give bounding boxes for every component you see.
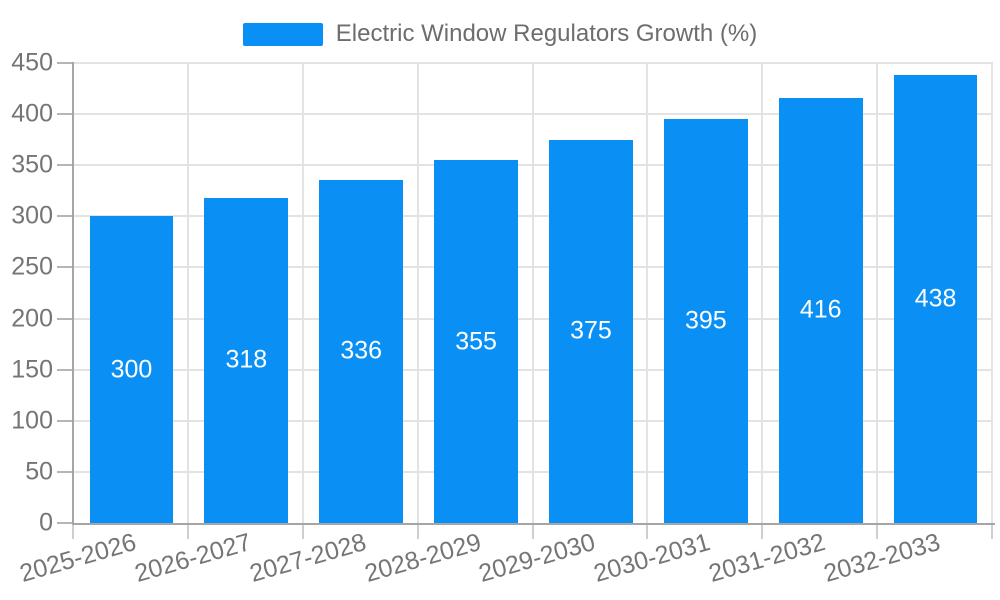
x-tick-mark — [301, 525, 304, 539]
x-tick-mark — [646, 525, 649, 539]
gridline-horizontal — [74, 266, 993, 269]
bar-value-label: 300 — [110, 355, 153, 384]
x-tick-label: 2030-2031 — [590, 528, 714, 588]
bar-value-label: 375 — [570, 316, 612, 345]
y-tick-mark — [57, 113, 72, 116]
gridline-horizontal — [74, 368, 993, 371]
bar: 438 — [893, 75, 978, 523]
bar-value-label: 438 — [914, 284, 957, 313]
bar-slot: 438 — [878, 63, 993, 523]
bar-slot: 355 — [419, 63, 534, 523]
bar-slot: 300 — [74, 63, 189, 523]
y-tick-label: 50 — [25, 457, 53, 486]
y-axis-ticks — [57, 62, 72, 524]
bar: 416 — [778, 97, 863, 523]
bar: 395 — [663, 119, 748, 523]
x-tick-label: 2028-2029 — [361, 528, 484, 588]
legend-item[interactable]: Electric Window Regulators Growth (%) — [0, 20, 1000, 48]
bar-slot: 416 — [763, 63, 878, 523]
y-tick-label: 450 — [11, 48, 53, 77]
gridline-vertical — [531, 63, 534, 523]
gridline-vertical — [991, 63, 993, 523]
y-tick-label: 250 — [11, 252, 53, 281]
bar-value-label: 416 — [799, 295, 842, 324]
y-tick-label: 100 — [11, 406, 53, 435]
x-tick-mark — [186, 525, 189, 539]
y-tick-mark — [57, 317, 72, 320]
gridline-horizontal — [74, 164, 993, 167]
x-tick-label: 2031-2032 — [705, 528, 829, 588]
x-tick-mark — [72, 525, 74, 539]
gridline-horizontal — [74, 317, 993, 320]
gridline-horizontal — [74, 215, 993, 218]
gridline-vertical — [301, 63, 304, 523]
y-axis-labels: 0 50 100 150 200 250 300 350 400 450 — [0, 49, 53, 537]
gridline-vertical — [761, 63, 764, 523]
y-tick-mark — [57, 419, 72, 422]
plot-area: 300 318 336 355 375 395 416 438 — [72, 62, 995, 525]
x-tick-label: 2026-2027 — [131, 528, 255, 588]
x-tick-mark — [991, 525, 993, 539]
x-tick-mark — [876, 525, 879, 539]
x-tick-label: 2027-2028 — [246, 528, 369, 588]
bar-series: 300 318 336 355 375 395 416 438 — [74, 63, 993, 523]
gridline-horizontal — [74, 113, 993, 116]
bar: 336 — [319, 179, 404, 523]
y-tick-label: 400 — [11, 99, 53, 128]
x-tick-label: 2029-2030 — [476, 528, 599, 588]
y-tick-mark — [57, 215, 72, 218]
x-tick-label: 2032-2033 — [820, 528, 944, 588]
gridline-horizontal — [74, 62, 993, 64]
x-tick-label: 2025-2026 — [16, 528, 140, 588]
x-tick-mark — [416, 525, 419, 539]
bar-value-label: 355 — [455, 327, 497, 356]
y-tick-label: 150 — [11, 355, 53, 384]
bar: 375 — [549, 139, 633, 523]
gridline-vertical — [416, 63, 419, 523]
y-tick-mark — [57, 368, 72, 371]
x-tick-mark — [761, 525, 764, 539]
gridline-horizontal — [74, 470, 993, 473]
x-axis-line — [72, 523, 995, 525]
bar-value-label: 318 — [225, 345, 268, 374]
x-axis-ticks — [72, 525, 993, 539]
bar-slot: 375 — [534, 63, 649, 523]
bar-value-label: 336 — [340, 336, 383, 365]
y-tick-label: 350 — [11, 150, 53, 179]
gridline-vertical — [876, 63, 879, 523]
bar-value-label: 395 — [684, 306, 727, 335]
bar-slot: 336 — [304, 63, 419, 523]
y-axis-line — [72, 62, 74, 524]
legend-label: Electric Window Regulators Growth (%) — [335, 20, 758, 47]
x-tick-mark — [531, 525, 534, 539]
y-tick-mark — [57, 164, 72, 167]
y-tick-label: 0 — [39, 508, 53, 537]
legend-swatch-icon — [242, 22, 323, 46]
y-tick-mark — [57, 522, 72, 524]
y-tick-mark — [57, 62, 72, 64]
bar: 355 — [434, 160, 518, 523]
bar-slot: 318 — [189, 63, 304, 523]
y-tick-mark — [57, 470, 72, 473]
y-tick-label: 200 — [11, 304, 53, 333]
bar: 300 — [89, 216, 174, 523]
gridline-horizontal — [74, 419, 993, 422]
gridline-vertical — [646, 63, 649, 523]
bar-slot: 395 — [648, 63, 763, 523]
bar: 318 — [204, 197, 289, 523]
x-axis-labels: 2025-2026 2026-2027 2027-2028 2028-2029 2029… — [17, 528, 993, 598]
y-tick-label: 300 — [11, 201, 53, 230]
gridline-vertical — [186, 63, 189, 523]
y-tick-mark — [57, 266, 72, 269]
